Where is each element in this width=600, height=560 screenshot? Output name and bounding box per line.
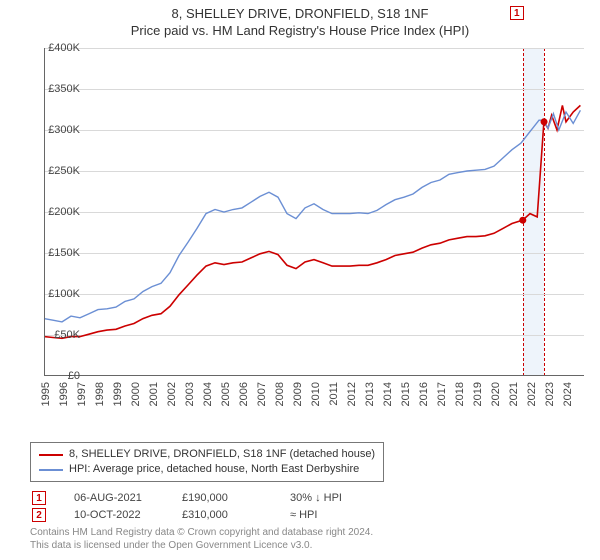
sale-row: 1 06-AUG-2021 £190,000 30% ↓ HPI — [32, 491, 570, 505]
axis-bottom — [44, 375, 584, 376]
xtick-label: 2010 — [310, 382, 322, 406]
xtick-label: 2007 — [256, 382, 268, 406]
ytick-label: £350K — [36, 83, 80, 95]
legend-swatch — [39, 454, 63, 456]
sale-row: 2 10-OCT-2022 £310,000 ≈ HPI — [32, 508, 570, 522]
legend-label: 8, SHELLEY DRIVE, DRONFIELD, S18 1NF (de… — [69, 447, 375, 462]
xtick-label: 2018 — [454, 382, 466, 406]
xtick-label: 1999 — [112, 382, 124, 406]
xtick-label: 2011 — [328, 382, 340, 406]
xtick-label: 2020 — [490, 382, 502, 406]
sale-row-date: 10-OCT-2022 — [74, 509, 154, 521]
ytick-label: £300K — [36, 124, 80, 136]
sale-row-price: £310,000 — [182, 509, 262, 521]
ytick-label: £0 — [36, 370, 80, 382]
chart-title-subtitle: Price paid vs. HM Land Registry's House … — [0, 23, 600, 38]
xtick-label: 2012 — [346, 382, 358, 406]
footnote-line2: This data is licensed under the Open Gov… — [30, 540, 312, 551]
legend-box: 8, SHELLEY DRIVE, DRONFIELD, S18 1NF (de… — [30, 442, 384, 482]
legend-label: HPI: Average price, detached house, Nort… — [69, 462, 359, 477]
legend-swatch — [39, 469, 63, 471]
xtick-label: 2016 — [418, 382, 430, 406]
xtick-label: 2004 — [202, 382, 214, 406]
xtick-label: 2015 — [400, 382, 412, 406]
xtick-label: 2014 — [382, 382, 394, 406]
xtick-label: 2006 — [238, 382, 250, 406]
sale-marker-dot — [541, 118, 548, 125]
sale-row-marker: 1 — [32, 491, 46, 505]
sale-row-date: 06-AUG-2021 — [74, 492, 154, 504]
xtick-label: 2008 — [274, 382, 286, 406]
ytick-label: £200K — [36, 206, 80, 218]
xtick-label: 2019 — [472, 382, 484, 406]
series-line — [44, 105, 580, 338]
xtick-label: 1998 — [94, 382, 106, 406]
ytick-label: £100K — [36, 288, 80, 300]
sale-row-delta: ≈ HPI — [290, 509, 370, 521]
footnote: Contains HM Land Registry data © Crown c… — [30, 526, 570, 552]
sale-marker-dot — [519, 217, 526, 224]
chart-container: 12 £0£50K£100K£150K£200K£250K£300K£350K£… — [44, 48, 584, 408]
sale-row-marker: 2 — [32, 508, 46, 522]
xtick-label: 1997 — [76, 382, 88, 406]
xtick-label: 2024 — [562, 382, 574, 406]
footnote-line1: Contains HM Land Registry data © Crown c… — [30, 527, 373, 538]
xtick-label: 2003 — [184, 382, 196, 406]
ytick-label: £50K — [36, 329, 80, 341]
legend-item: 8, SHELLEY DRIVE, DRONFIELD, S18 1NF (de… — [39, 447, 375, 462]
ytick-label: £400K — [36, 42, 80, 54]
xtick-label: 1996 — [58, 382, 70, 406]
xtick-label: 2000 — [130, 382, 142, 406]
series-line — [44, 110, 580, 322]
xtick-label: 2002 — [166, 382, 178, 406]
sale-row-delta: 30% ↓ HPI — [290, 492, 370, 504]
sales-table: 1 06-AUG-2021 £190,000 30% ↓ HPI 2 10-OCT-202… — [30, 491, 570, 522]
legend-item: HPI: Average price, detached house, Nort… — [39, 462, 375, 477]
ytick-label: £150K — [36, 247, 80, 259]
xtick-label: 2009 — [292, 382, 304, 406]
xtick-label: 2001 — [148, 382, 160, 406]
series-svg — [44, 48, 584, 376]
xtick-label: 2021 — [508, 382, 520, 406]
plot-area: 12 — [44, 48, 584, 376]
xtick-label: 2005 — [220, 382, 232, 406]
bottom-block: 8, SHELLEY DRIVE, DRONFIELD, S18 1NF (de… — [30, 442, 570, 552]
ytick-label: £250K — [36, 165, 80, 177]
sale-row-price: £190,000 — [182, 492, 262, 504]
xtick-label: 2023 — [544, 382, 556, 406]
xtick-label: 2013 — [364, 382, 376, 406]
xtick-label: 2022 — [526, 382, 538, 406]
sale-marker-label: 1 — [510, 6, 524, 20]
xtick-label: 1995 — [40, 382, 52, 406]
xtick-label: 2017 — [436, 382, 448, 406]
